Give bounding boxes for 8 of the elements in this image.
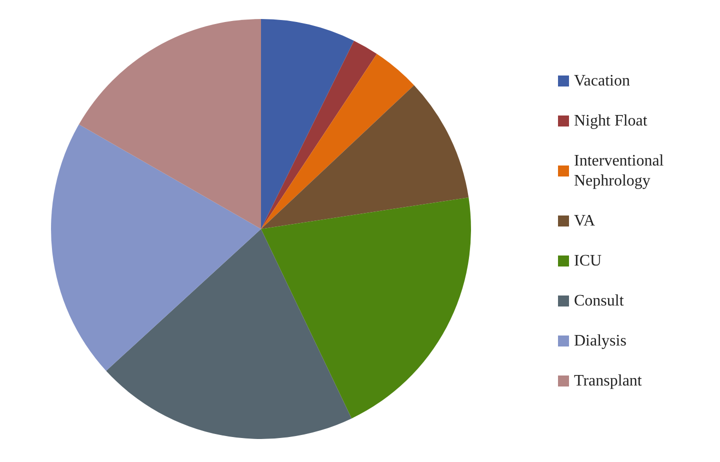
legend-label: Transplant bbox=[574, 372, 642, 390]
legend-label: VA bbox=[574, 212, 596, 230]
legend-label: Interventional Nephrology bbox=[574, 152, 668, 190]
legend-label: ICU bbox=[574, 252, 602, 270]
legend-label: Night Float bbox=[574, 112, 648, 130]
legend-label: Vacation bbox=[574, 72, 630, 90]
legend-label: Consult bbox=[574, 292, 624, 310]
legend-label: Dialysis bbox=[574, 332, 626, 350]
